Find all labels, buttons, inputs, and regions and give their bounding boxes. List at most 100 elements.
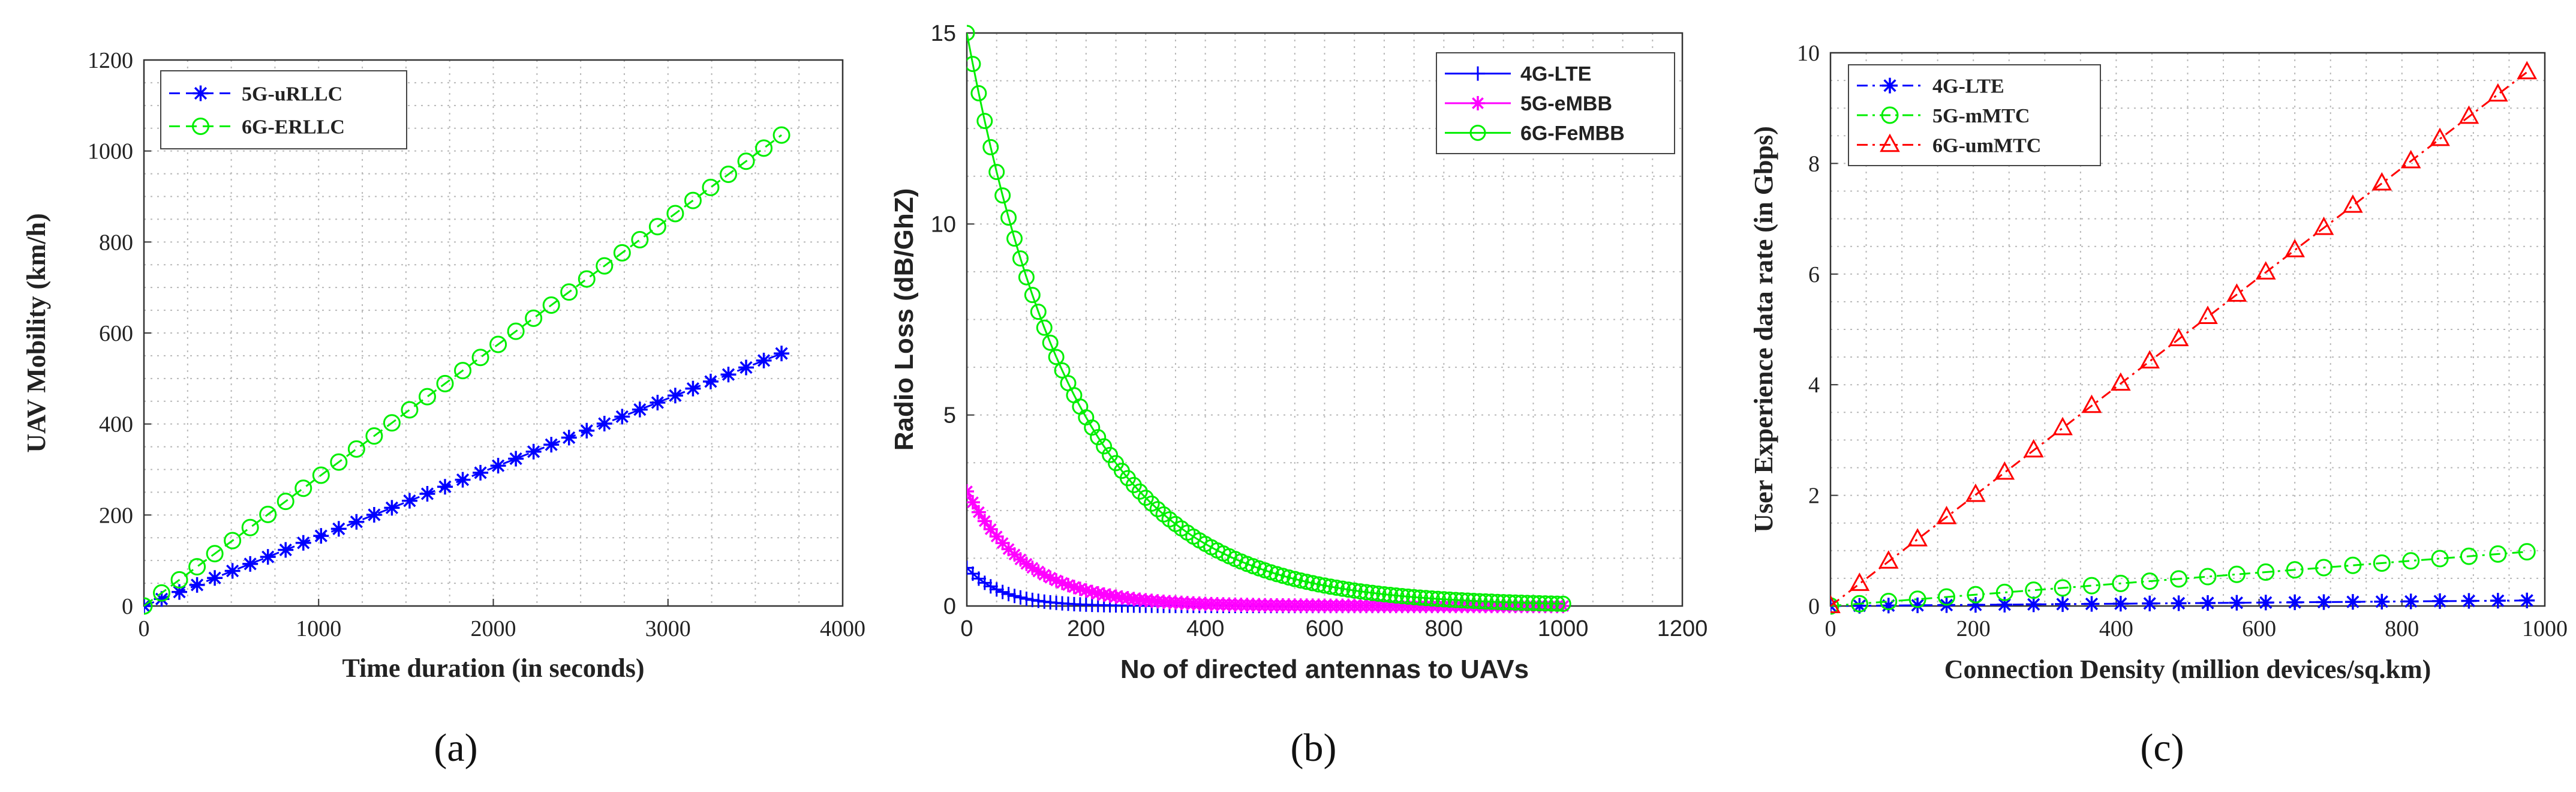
- data-point-5G-eMBB: [1096, 587, 1111, 602]
- data-point-4G-LTE: [2258, 595, 2274, 611]
- data-point-6G-ERLLC: [507, 322, 525, 340]
- legend-marker-4G-LTE: [1882, 77, 1898, 94]
- data-point-5G-uRLLC: [242, 556, 258, 572]
- x-tick-label: 0: [139, 616, 150, 641]
- data-point-6G-umMTC: [2343, 194, 2363, 213]
- data-point-5G-eMBB: [1043, 570, 1058, 585]
- legend-label-6G-umMTC: 6G-umMTC: [1932, 134, 2041, 157]
- data-point-5G-eMBB: [977, 514, 992, 529]
- data-point-6G-umMTC: [2488, 83, 2508, 102]
- data-point-6G-ERLLC: [631, 231, 649, 249]
- data-point-5G-uRLLC: [720, 367, 737, 383]
- data-point-4G-LTE: [2200, 595, 2216, 611]
- data-point-6G-FeMBB: [1054, 362, 1071, 379]
- data-point-5G-eMBB: [1055, 575, 1070, 590]
- y-tick-label: 200: [99, 503, 133, 528]
- data-point-6G-FeMBB: [1137, 490, 1154, 506]
- data-point-6G-FeMBB: [1459, 592, 1476, 609]
- data-point-4G-LTE: [995, 584, 1010, 599]
- data-point-6G-FeMBB: [1096, 438, 1113, 455]
- data-point-5G-mMTC: [2315, 559, 2333, 577]
- data-point-6G-ERLLC: [276, 493, 294, 511]
- x-tick-label: 600: [1306, 616, 1343, 641]
- data-point-5G-mMTC: [2257, 563, 2275, 581]
- legend-marker-6G-FeMBB: [1469, 124, 1486, 141]
- data-point-4G-LTE: [989, 582, 1004, 597]
- data-point-6G-ERLLC: [365, 427, 383, 445]
- data-point-6G-FeMBB: [1441, 591, 1458, 608]
- data-point-5G-uRLLC: [330, 521, 347, 537]
- chart-a: 0 1000 2000 3000 4000 0 200 400 600 800 1000 1200 Ti…: [22, 48, 865, 770]
- data-point-6G-umMTC: [2458, 105, 2479, 124]
- data-point-4G-LTE: [977, 575, 992, 590]
- data-point-6G-umMTC: [2052, 416, 2073, 436]
- data-point-6G-FeMBB: [1006, 230, 1023, 247]
- data-point-4G-LTE: [2519, 592, 2535, 608]
- axes-frame-c: [1829, 52, 2546, 607]
- data-point-4G-LTE: [1851, 598, 1868, 614]
- data-point-6G-ERLLC: [560, 283, 578, 301]
- data-point-5G-mMTC: [2082, 577, 2100, 595]
- data-point-6G-FeMBB: [982, 139, 999, 155]
- data-point-6G-ERLLC: [347, 440, 365, 458]
- data-point-6G-umMTC: [2517, 61, 2538, 80]
- y-axis-label-c: User Experience data rate (in Gbps): [1749, 126, 1778, 532]
- data-point-6G-FeMBB: [1489, 593, 1506, 610]
- data-point-5G-eMBB: [1025, 560, 1040, 575]
- data-point-5G-uRLLC: [189, 577, 205, 593]
- series-c-5G-mMTC: [1830, 543, 2536, 615]
- data-point-5G-mMTC: [1967, 586, 1985, 604]
- data-point-6G-FeMBB: [1507, 594, 1524, 611]
- data-point-4G-LTE: [1967, 597, 1983, 613]
- y-tick-label: 0: [1808, 594, 1820, 619]
- data-point-6G-umMTC: [1878, 550, 1899, 569]
- data-point-6G-ERLLC: [259, 505, 277, 523]
- data-point-6G-FeMBB: [1501, 594, 1518, 611]
- data-point-5G-mMTC: [2431, 550, 2449, 568]
- data-point-6G-FeMBB: [1549, 595, 1565, 612]
- data-point-6G-umMTC: [1994, 461, 2015, 480]
- series-b-6G-FeMBB: [967, 25, 1571, 612]
- x-tick-label: 800: [1425, 616, 1463, 641]
- legend-marker-6G-ERLLC: [192, 118, 209, 135]
- data-point-4G-LTE: [1001, 587, 1016, 602]
- data-point-6G-FeMBB: [1287, 571, 1303, 587]
- caption-c: (c): [2140, 726, 2184, 770]
- data-point-6G-ERLLC: [312, 466, 330, 484]
- series-line-5G-mMTC: [1830, 551, 2527, 607]
- data-point-6G-FeMBB: [976, 113, 993, 130]
- data-point-5G-eMBB: [983, 521, 998, 536]
- data-point-6G-FeMBB: [1376, 586, 1393, 602]
- data-point-4G-LTE: [2490, 593, 2506, 609]
- data-point-5G-eMBB: [1031, 564, 1046, 579]
- x-tick-label: 2000: [471, 616, 516, 641]
- x-tick-label: 3000: [645, 616, 691, 641]
- data-point-6G-FeMBB: [1036, 319, 1053, 336]
- data-point-6G-umMTC: [2313, 217, 2334, 235]
- y-tick-label: 4: [1808, 373, 1820, 398]
- data-point-5G-eMBB: [1049, 573, 1064, 588]
- data-point-5G-mMTC: [2344, 556, 2362, 574]
- x-tick-label: 200: [1067, 616, 1105, 641]
- x-axis-label-c: Connection Density (million devices/sq.k…: [1944, 655, 2431, 684]
- legend-box: [160, 70, 407, 149]
- legend-label-5G-mMTC: 5G-mMTC: [1932, 105, 2030, 127]
- data-point-4G-LTE: [1013, 590, 1028, 605]
- data-point-6G-FeMBB: [1519, 595, 1536, 611]
- data-point-6G-FeMBB: [1131, 483, 1148, 500]
- data-point-5G-eMBB: [1019, 556, 1034, 571]
- data-point-6G-umMTC: [1936, 505, 1957, 524]
- data-point-5G-uRLLC: [614, 409, 630, 425]
- data-point-5G-uRLLC: [561, 430, 577, 446]
- y-tick-label: 2: [1808, 484, 1820, 509]
- data-point-5G-uRLLC: [632, 401, 648, 418]
- data-point-4G-LTE: [2344, 594, 2361, 610]
- legend-label-6G-FeMBB: 6G-FeMBB: [1520, 122, 1625, 145]
- data-point-4G-LTE: [1025, 592, 1040, 607]
- grid-a: [144, 60, 843, 606]
- series-line-6G-ERLLC: [144, 134, 782, 607]
- data-point-5G-uRLLC: [667, 388, 683, 404]
- x-tick-label: 400: [1186, 616, 1224, 641]
- data-point-4G-LTE: [2171, 595, 2187, 611]
- data-point-6G-umMTC: [2371, 172, 2392, 191]
